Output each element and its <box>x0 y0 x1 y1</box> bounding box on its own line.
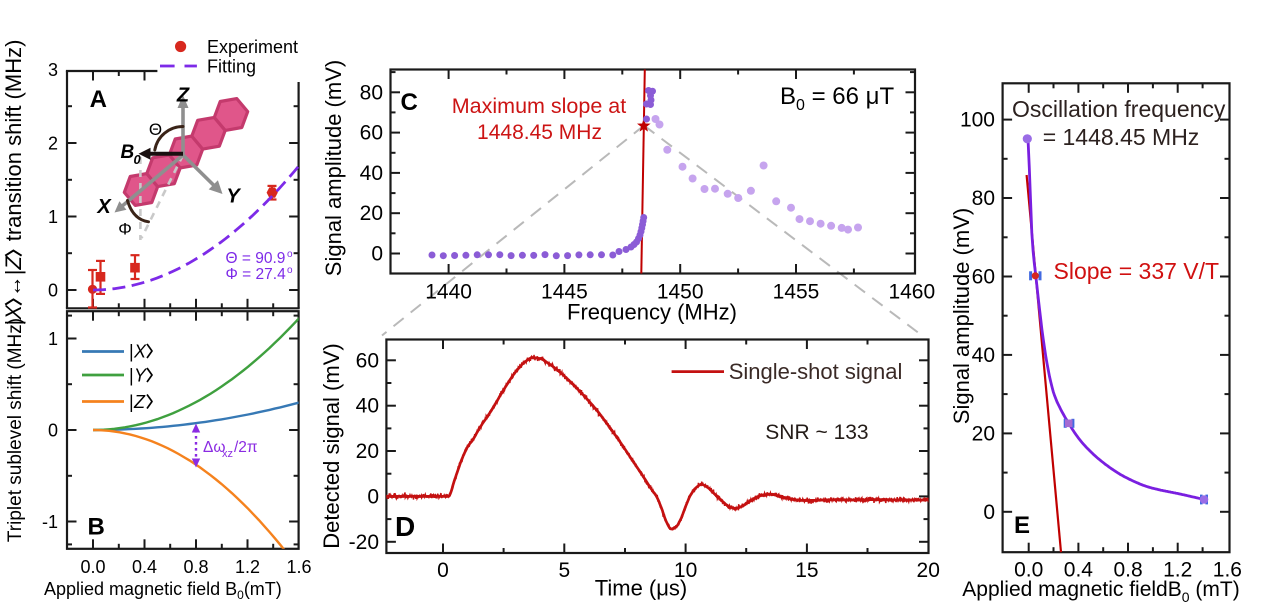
svg-text:20: 20 <box>917 559 940 582</box>
svg-text:1440: 1440 <box>425 281 472 304</box>
svg-text:1.6: 1.6 <box>1213 559 1242 582</box>
svg-text:80: 80 <box>972 187 995 210</box>
svg-text:80: 80 <box>360 81 383 104</box>
svg-text:60: 60 <box>360 122 383 145</box>
svg-text:2: 2 <box>48 134 58 154</box>
svg-text:C: C <box>401 89 418 116</box>
svg-text:/2π: /2π <box>234 439 258 456</box>
svg-text:Single-shot signal: Single-shot signal <box>729 359 903 384</box>
svg-text:0: 0 <box>983 501 995 524</box>
svg-text:X: X <box>96 196 112 218</box>
svg-text:Frequency (MHz): Frequency (MHz) <box>567 300 737 325</box>
svg-text:SNR ~ 133: SNR ~ 133 <box>765 421 868 444</box>
svg-text:Time (μs): Time (μs) <box>595 576 688 601</box>
svg-text:0.8: 0.8 <box>1113 559 1142 582</box>
svg-text:Applied magnetic fieldB0 (mT): Applied magnetic fieldB0 (mT) <box>962 578 1239 605</box>
svg-text:A: A <box>90 86 107 113</box>
svg-text:Slope = 337 V/T: Slope = 337 V/T <box>1054 258 1220 284</box>
svg-text:20: 20 <box>360 202 383 225</box>
svg-text:0: 0 <box>437 559 449 582</box>
svg-text:transition shift (MHz): transition shift (MHz) <box>1 40 26 242</box>
svg-text:|Z: |Z <box>1 255 26 276</box>
svg-text:Experiment: Experiment <box>207 37 298 57</box>
svg-text:Z: Z <box>176 85 190 107</box>
svg-text:1: 1 <box>48 207 58 227</box>
svg-text:Φ = 27.4: Φ = 27.4 <box>226 266 287 283</box>
svg-text:0: 0 <box>367 485 379 508</box>
svg-text:1.6: 1.6 <box>286 557 311 577</box>
svg-text:15: 15 <box>795 559 818 582</box>
svg-text:1455: 1455 <box>773 281 820 304</box>
svg-text:3: 3 <box>48 60 58 80</box>
svg-text:0.8: 0.8 <box>183 557 208 577</box>
svg-text:0: 0 <box>134 152 142 167</box>
svg-text:Signal amplitude (mV): Signal amplitude (mV) <box>321 60 346 276</box>
svg-text:Θ = 90.9: Θ = 90.9 <box>226 250 286 267</box>
svg-text:|: | <box>129 392 134 412</box>
svg-text:B: B <box>121 142 135 163</box>
svg-text:60: 60 <box>972 265 995 288</box>
svg-text:xz: xz <box>222 448 233 460</box>
svg-text:-20: -20 <box>349 531 379 554</box>
svg-text:|: | <box>129 366 134 386</box>
svg-text:Δω: Δω <box>203 439 225 456</box>
svg-text:0: 0 <box>371 243 383 266</box>
svg-text:E: E <box>1014 512 1030 539</box>
svg-text:|: | <box>129 342 134 362</box>
svg-text:Detected signal (mV): Detected signal (mV) <box>319 343 344 548</box>
svg-text:0.4: 0.4 <box>1064 559 1094 582</box>
svg-text:40: 40 <box>356 395 379 418</box>
svg-text:40: 40 <box>360 162 383 185</box>
svg-text:↔: ↔ <box>1 275 26 297</box>
svg-text:Applied magnetic field B0(mT): Applied magnetic field B0(mT) <box>44 579 282 602</box>
svg-text:0: 0 <box>48 281 58 301</box>
svg-text:Oscillation frequency: Oscillation frequency <box>1012 96 1226 122</box>
svg-text:Triplet sublevel shift (MHz): Triplet sublevel shift (MHz) <box>5 318 26 542</box>
svg-text:B: B <box>88 514 105 541</box>
svg-text:0.0: 0.0 <box>1014 559 1043 582</box>
svg-text:-1: -1 <box>42 512 58 532</box>
svg-text:Maximum slope at: Maximum slope at <box>452 94 626 118</box>
svg-text:o: o <box>287 265 293 276</box>
svg-text:20: 20 <box>972 422 995 445</box>
svg-text:1445: 1445 <box>541 281 588 304</box>
svg-text:60: 60 <box>356 349 379 372</box>
svg-text:1.2: 1.2 <box>235 557 260 577</box>
svg-text:40: 40 <box>972 344 995 367</box>
svg-text:= 1448.45 MHz: = 1448.45 MHz <box>1043 124 1200 150</box>
svg-text:Θ: Θ <box>149 120 162 139</box>
svg-text:10: 10 <box>674 559 697 582</box>
svg-text:Signal amplitude (mV): Signal amplitude (mV) <box>949 208 974 424</box>
svg-text:0.0: 0.0 <box>80 557 105 577</box>
svg-text:20: 20 <box>356 440 379 463</box>
svg-text:1460: 1460 <box>888 281 935 304</box>
svg-text:o: o <box>287 249 293 260</box>
svg-text:1.2: 1.2 <box>1163 559 1192 582</box>
svg-text:100: 100 <box>960 109 995 132</box>
svg-text:Φ: Φ <box>118 220 132 239</box>
svg-text:1448.45 MHz: 1448.45 MHz <box>477 121 602 144</box>
svg-text:Fitting: Fitting <box>207 57 256 77</box>
svg-text:0.4: 0.4 <box>132 557 157 577</box>
svg-text:Y: Y <box>134 366 148 386</box>
svg-text:5: 5 <box>558 559 570 582</box>
svg-text:Y: Y <box>226 186 241 208</box>
svg-text:Z: Z <box>133 392 146 412</box>
svg-text:1450: 1450 <box>657 281 704 304</box>
svg-text:0: 0 <box>48 421 58 441</box>
svg-text:|X: |X <box>1 304 26 326</box>
svg-text:X: X <box>133 342 147 362</box>
svg-text:1: 1 <box>48 329 58 349</box>
svg-text:D: D <box>395 511 415 542</box>
